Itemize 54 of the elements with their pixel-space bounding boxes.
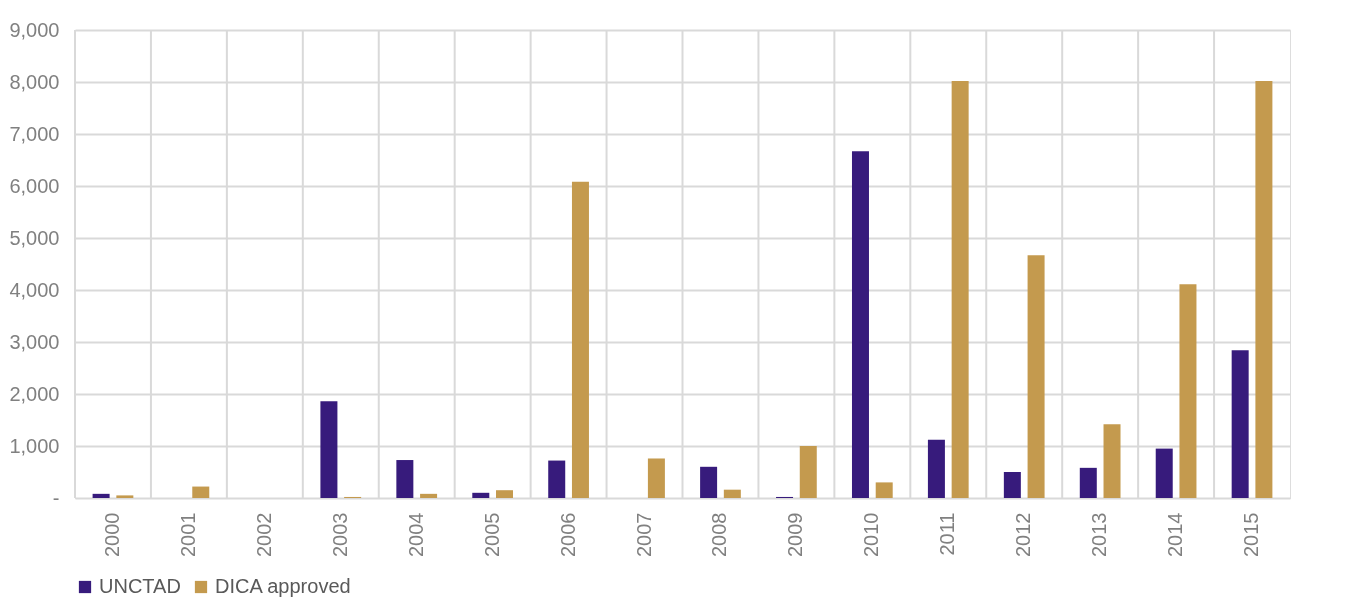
x-tick-label: 2000: [100, 512, 123, 557]
bar: [1027, 255, 1045, 498]
x-tick-label: 2009: [784, 512, 807, 557]
y-tick-label: 8,000: [9, 70, 60, 93]
bar: [647, 458, 665, 498]
x-tick-label: 2002: [252, 512, 275, 557]
bar: [851, 151, 869, 498]
bar: [951, 80, 969, 498]
y-tick-label: 6,000: [9, 174, 60, 197]
x-tick-label: 2015: [1240, 512, 1263, 557]
bar: [548, 460, 566, 498]
x-tick-label: 2011: [936, 512, 959, 556]
bar: [571, 181, 589, 498]
bar: [1079, 467, 1097, 498]
bar: [472, 492, 490, 498]
y-tick-label: 1,000: [9, 434, 60, 457]
bar: [496, 490, 514, 498]
bar: [723, 489, 741, 498]
bar: [927, 439, 945, 498]
x-tick-label: 2004: [404, 512, 427, 557]
bar: [92, 493, 110, 498]
bar: [396, 460, 414, 498]
x-tick-label: 2008: [708, 512, 731, 557]
x-tick-label: 2005: [480, 512, 503, 557]
x-tick-label: 2006: [556, 512, 579, 557]
bar: [420, 493, 438, 498]
bar: [116, 495, 134, 498]
bar: [1003, 472, 1021, 498]
y-tick-label: 5,000: [9, 226, 60, 249]
bar: [1103, 424, 1121, 498]
y-tick-label: 3,000: [9, 330, 60, 353]
bar: [192, 486, 210, 498]
bar: [1179, 284, 1197, 498]
y-tick-label: 2,000: [9, 382, 60, 405]
bar: [700, 466, 718, 498]
x-tick-label: 2001: [176, 512, 199, 557]
bar: [1231, 350, 1249, 498]
legend-label: DICA approved: [215, 575, 351, 597]
x-tick-label: 2003: [328, 512, 351, 557]
x-tick-label: 2014: [1164, 512, 1187, 557]
bar: [320, 401, 338, 498]
bar: [1155, 448, 1173, 498]
bar: [1255, 80, 1273, 498]
y-tick-label: 9,000: [9, 18, 60, 41]
x-tick-label: 2010: [860, 512, 883, 557]
legend-label: UNCTAD: [99, 575, 181, 597]
y-tick-label: 7,000: [9, 122, 60, 145]
y-tick-label: -: [52, 486, 60, 509]
x-tick-label: 2007: [632, 512, 655, 557]
x-tick-label: 2012: [1012, 512, 1035, 557]
bar: [799, 446, 817, 498]
x-tick-label: 2013: [1088, 512, 1111, 557]
bar: [875, 482, 893, 498]
y-tick-label: 4,000: [9, 278, 60, 301]
